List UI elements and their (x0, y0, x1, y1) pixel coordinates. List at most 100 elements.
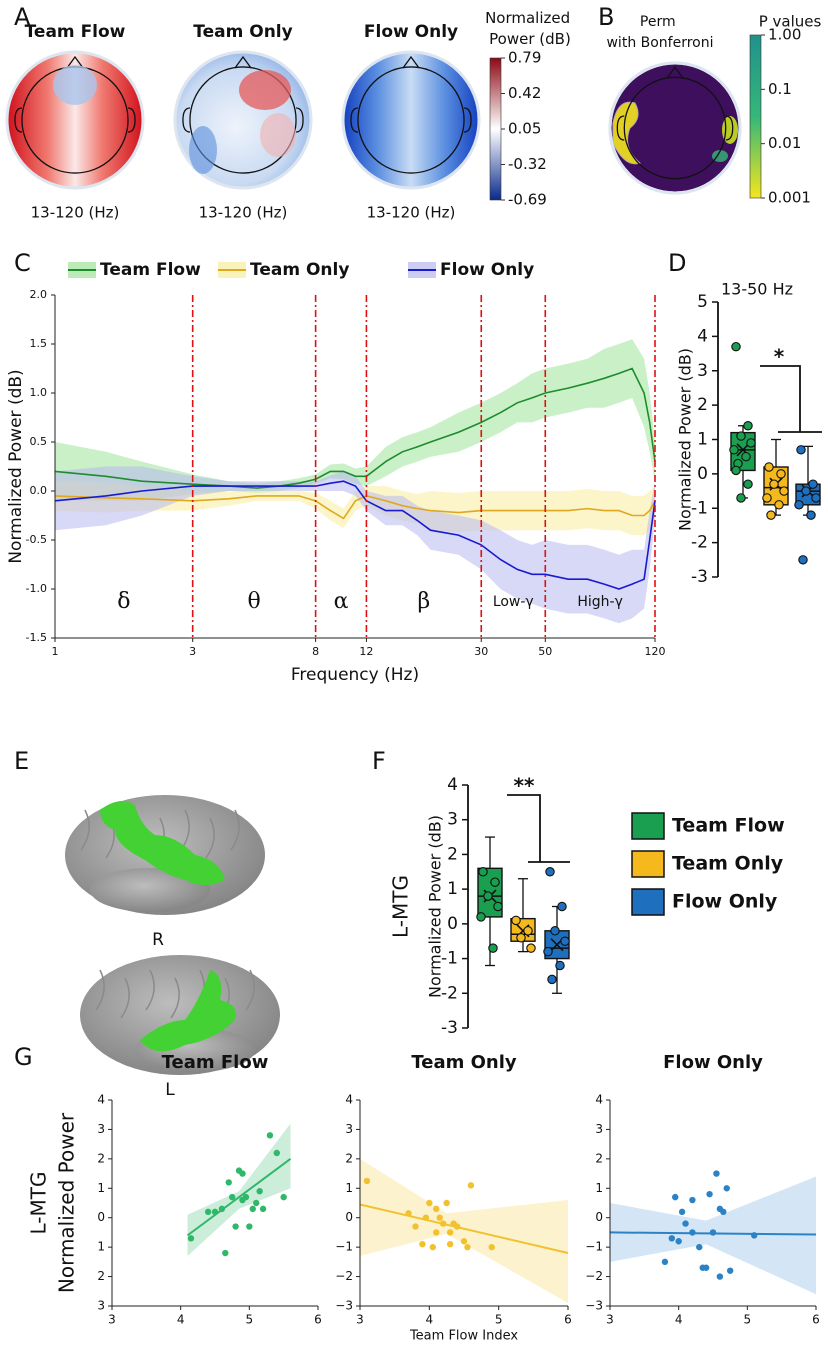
y-tick-label: 4 (345, 1093, 353, 1107)
colorbar-tick-label: 0.42 (508, 84, 541, 102)
x-axis-label: Frequency (Hz) (291, 665, 419, 685)
y-tick-label: −1 (335, 1240, 353, 1254)
topomap-label: 13-120 (Hz) (31, 204, 120, 222)
y-tick-label: 1.0 (30, 386, 48, 399)
data-point (774, 500, 784, 510)
legend-label: Flow Only (672, 891, 778, 913)
legend-swatch (631, 812, 665, 840)
head-outline (623, 76, 727, 180)
data-point (661, 1258, 669, 1266)
data-point (225, 1179, 232, 1186)
head-nose (666, 66, 684, 79)
topomap-patch (189, 126, 217, 174)
data-point (204, 1208, 212, 1216)
line (54, 367, 656, 489)
y-tick-label: 0 (447, 914, 458, 934)
confidence-band (187, 1123, 291, 1256)
chart-title: Flow Only (663, 1052, 763, 1073)
data-point (762, 493, 772, 503)
y-tick-label: −2 (335, 1269, 353, 1283)
y-tick-label: 0 (595, 1210, 603, 1224)
error-band (55, 466, 655, 624)
hemisphere-label: L (165, 1080, 175, 1100)
data-point (266, 1132, 274, 1139)
data-point (478, 867, 488, 877)
x-tick-label: 6 (564, 1313, 572, 1327)
data-point (429, 1243, 436, 1251)
data-point (794, 500, 804, 510)
brain-sulcus (95, 969, 105, 1011)
x-tick-label: 6 (314, 1313, 322, 1327)
x-tick-label: 120 (645, 645, 666, 658)
data-point (798, 555, 808, 565)
data-point (801, 486, 811, 496)
data-point (187, 1235, 195, 1242)
brain-sulcus (80, 809, 90, 851)
y-tick-label: 3 (697, 361, 708, 381)
head-ear (182, 107, 191, 133)
brain-sulcus (120, 977, 130, 1019)
x-tick-label: 4 (675, 1313, 683, 1327)
topomap-title: Flow Only (364, 22, 458, 42)
head-outline (189, 66, 297, 174)
data-point (547, 974, 557, 985)
topomap (341, 50, 481, 190)
region-label: β (417, 589, 430, 614)
x-tick-label: 3 (108, 1313, 116, 1327)
topomap (5, 50, 145, 190)
data-point (464, 1243, 471, 1251)
data-point (545, 867, 555, 877)
data-point (557, 901, 567, 912)
data-point (743, 479, 753, 489)
data-point (706, 1190, 713, 1198)
x-tick-label: 8 (312, 645, 319, 658)
y-tick-label: −3 (335, 1299, 353, 1313)
x-tick-label: 6 (812, 1313, 820, 1327)
data-point (779, 486, 789, 496)
y-axis-label: Normalized Power (55, 1112, 79, 1293)
data-point (280, 1193, 287, 1201)
y-tick-label: 2 (97, 1151, 105, 1165)
data-point (550, 926, 560, 936)
panel-label: A (14, 3, 31, 31)
head-outline (357, 66, 465, 174)
legend-swatch (631, 850, 665, 878)
data-point (736, 431, 746, 441)
data-point (796, 445, 806, 455)
brain-region (140, 970, 236, 1052)
data-point (218, 1205, 226, 1213)
data-point (246, 1223, 253, 1230)
data-point (555, 960, 565, 971)
colorbar-tick-label: 0.79 (508, 49, 541, 67)
legend-label: Team Flow (100, 260, 201, 280)
brain-sulcus (230, 809, 240, 851)
data-point (211, 1208, 219, 1216)
head-nose (402, 55, 420, 69)
data-point (239, 1170, 246, 1177)
x-tick-label: 30 (474, 645, 488, 658)
head-ear (616, 115, 625, 141)
data-point (249, 1205, 256, 1213)
y-tick-label: 3 (595, 1122, 603, 1136)
data-point (476, 912, 486, 922)
y-tick-label: 3 (447, 810, 458, 830)
brain-sulcus (205, 817, 215, 859)
topomap-disc (608, 61, 742, 195)
y-tick-label: 5 (697, 292, 708, 312)
x-tick-label: 12 (359, 645, 373, 658)
data-point (736, 493, 746, 503)
x-tick-label: 5 (744, 1313, 752, 1327)
fit-line (186, 1158, 292, 1237)
topomap (173, 50, 313, 190)
chart-title: Team Flow (162, 1052, 269, 1073)
data-point (259, 1205, 267, 1213)
y-tick-label: 0.5 (30, 435, 48, 448)
y-tick-label: -3 (691, 567, 708, 587)
data-point (253, 1199, 260, 1207)
colorbar (749, 34, 762, 199)
head-nose (234, 55, 252, 69)
head-ear (350, 107, 359, 133)
panel-label: C (14, 249, 31, 277)
y-axis-label: Normalized Power (dB) (676, 348, 695, 531)
data-point (228, 1193, 236, 1201)
